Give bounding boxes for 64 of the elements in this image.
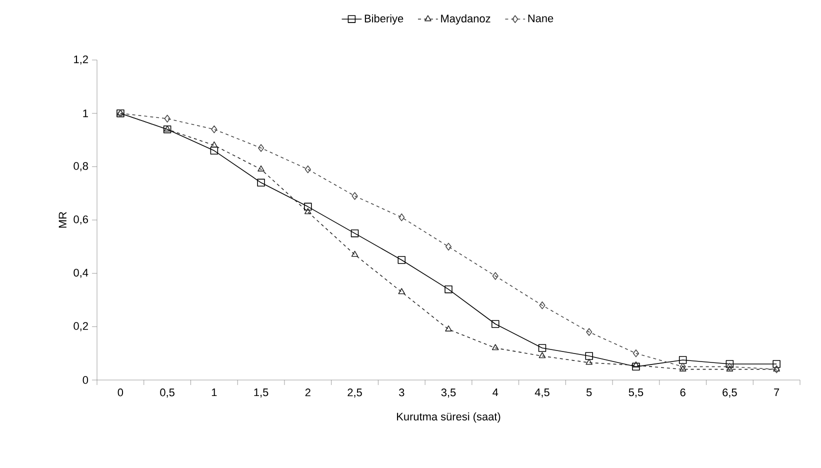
point bbox=[492, 344, 499, 350]
x-tick-label: 6 bbox=[680, 388, 686, 396]
point bbox=[398, 256, 406, 264]
x-tick-label: 0,5 bbox=[160, 388, 174, 398]
point bbox=[726, 362, 733, 371]
x-tick-label: 2,5 bbox=[348, 388, 362, 398]
point bbox=[491, 320, 500, 328]
point bbox=[632, 361, 640, 368]
point bbox=[726, 365, 734, 372]
point bbox=[164, 114, 170, 123]
x-tick-label: 5 bbox=[586, 388, 592, 396]
point bbox=[258, 165, 264, 172]
point bbox=[538, 352, 546, 358]
point bbox=[211, 125, 218, 134]
point bbox=[679, 365, 686, 372]
point bbox=[352, 192, 358, 200]
legend-label: Biberiye bbox=[364, 14, 404, 25]
point bbox=[538, 344, 546, 352]
x-tick-label: 0 bbox=[118, 388, 124, 396]
x-tick-label: 1 bbox=[212, 388, 217, 396]
point bbox=[444, 285, 452, 294]
y-tick-label: 0,4 bbox=[74, 268, 88, 278]
x-tick-label: 5,5 bbox=[628, 388, 644, 398]
point bbox=[726, 360, 734, 368]
point bbox=[304, 165, 311, 174]
x-tick-label: 6,5 bbox=[722, 388, 737, 398]
point bbox=[398, 288, 406, 294]
point bbox=[350, 229, 359, 238]
point bbox=[304, 208, 312, 214]
y-tick-label: 1 bbox=[83, 110, 88, 118]
point bbox=[210, 141, 218, 148]
point bbox=[492, 272, 498, 280]
point bbox=[678, 356, 687, 364]
point bbox=[304, 202, 312, 211]
point bbox=[586, 358, 593, 365]
point bbox=[257, 178, 265, 187]
x-tick-label: 3,5 bbox=[441, 388, 456, 398]
point bbox=[772, 360, 780, 368]
point bbox=[445, 325, 452, 332]
x-tick-label: 2 bbox=[305, 388, 310, 396]
point bbox=[585, 352, 593, 360]
x-tick-label: 1,5 bbox=[254, 388, 268, 398]
point bbox=[632, 362, 640, 371]
x-tick-label: 4 bbox=[492, 388, 498, 396]
x-tick-label: 4,5 bbox=[534, 388, 550, 398]
y-tick-label: 0 bbox=[82, 376, 88, 384]
y-tick-label: 0,6 bbox=[74, 215, 88, 225]
point bbox=[632, 349, 639, 358]
x-axis-title: Kurutma süresi (saat) bbox=[397, 412, 500, 423]
legend-label: Maydanoz bbox=[441, 14, 490, 25]
x-tick-label: 3 bbox=[399, 388, 404, 396]
point bbox=[539, 301, 546, 310]
point bbox=[586, 328, 592, 336]
x-tick-label: 7 bbox=[774, 388, 780, 396]
point bbox=[258, 144, 264, 152]
y-tick-label: 1,2 bbox=[74, 55, 88, 65]
y-tick-label: 0,2 bbox=[74, 322, 88, 332]
point bbox=[398, 213, 405, 222]
y-tick-label: 0,8 bbox=[74, 162, 88, 172]
legend-label: Nane bbox=[528, 14, 554, 22]
point bbox=[351, 250, 358, 257]
point bbox=[680, 362, 686, 371]
y-axis-title: MR bbox=[58, 212, 66, 228]
point bbox=[445, 242, 452, 251]
